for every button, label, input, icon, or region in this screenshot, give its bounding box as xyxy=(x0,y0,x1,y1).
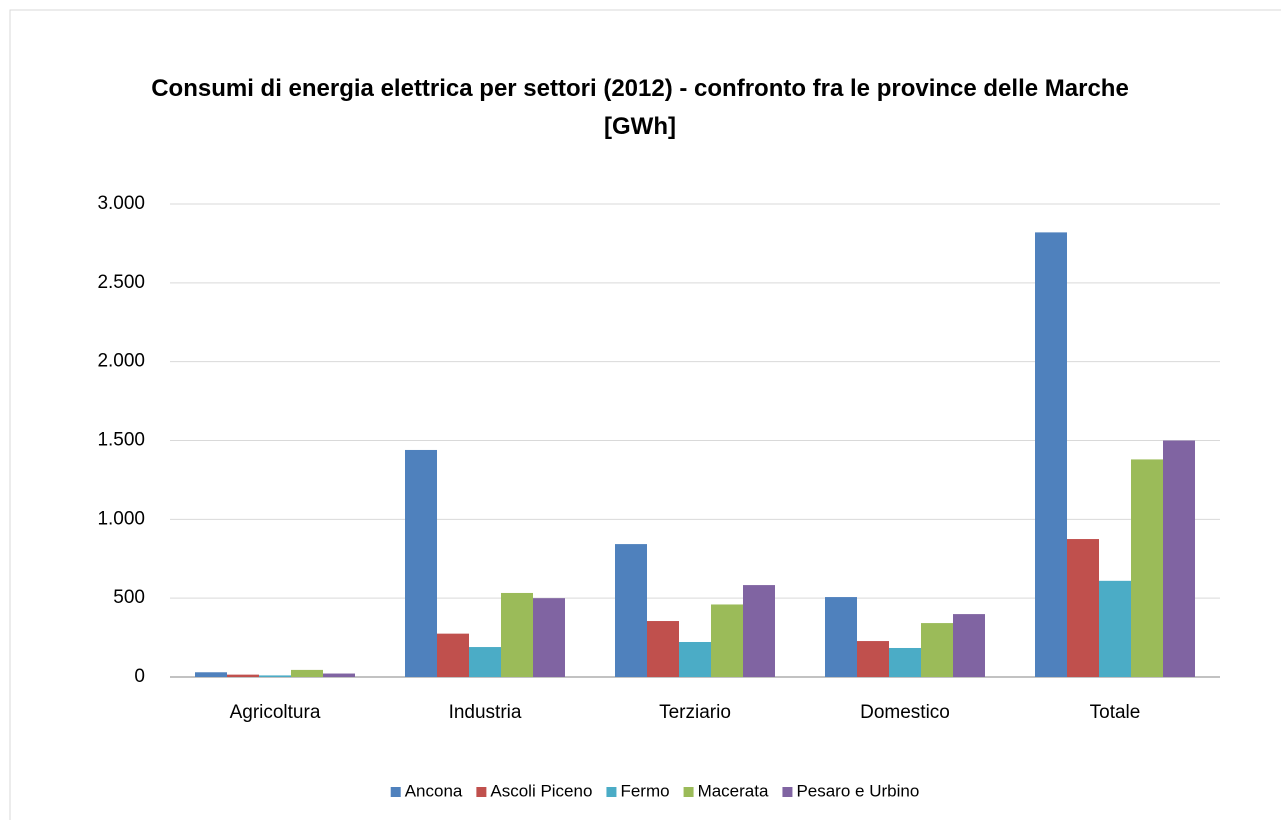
bar xyxy=(679,641,711,677)
bar xyxy=(1067,539,1099,677)
chart-title: Consumi di energia elettrica per settori… xyxy=(151,75,1129,140)
x-tick-label: Domestico xyxy=(860,702,950,723)
y-tick-label: 2.000 xyxy=(97,351,145,372)
bar xyxy=(825,597,857,677)
bar xyxy=(437,633,469,677)
x-tick-label: Industria xyxy=(449,702,522,723)
bar xyxy=(259,675,291,677)
bar xyxy=(405,449,437,677)
bar xyxy=(1163,440,1195,677)
legend-swatch xyxy=(390,787,401,797)
bar xyxy=(857,641,889,677)
y-tick-label: 3.000 xyxy=(97,193,145,214)
bar xyxy=(743,585,775,677)
bar xyxy=(889,647,921,677)
legend-swatch xyxy=(476,787,487,797)
x-tick-label: Agricoltura xyxy=(230,702,321,723)
bar xyxy=(953,614,985,677)
bar xyxy=(615,544,647,677)
bar xyxy=(323,673,355,677)
bar xyxy=(711,604,743,677)
legend-label: Ancona xyxy=(405,781,463,800)
chart-border xyxy=(9,9,1281,820)
bar xyxy=(501,592,533,677)
bar xyxy=(227,674,259,677)
y-tick-label: 0 xyxy=(134,666,145,687)
legend-swatch xyxy=(782,787,793,797)
legend-label: Macerata xyxy=(698,781,769,800)
x-tick-label: Terziario xyxy=(659,702,731,723)
bar xyxy=(1099,580,1131,677)
bar xyxy=(469,647,501,677)
bar xyxy=(921,623,953,677)
y-tick-label: 1.000 xyxy=(97,508,145,529)
legend-label: Pesaro e Urbino xyxy=(796,781,919,800)
y-tick-label: 1.500 xyxy=(97,430,145,451)
legend-swatch xyxy=(606,787,617,797)
legend-label: Fermo xyxy=(620,781,669,800)
legend-label: Ascoli Piceno xyxy=(490,781,592,800)
bar xyxy=(533,598,565,677)
bar xyxy=(1035,232,1067,677)
x-tick-label: Totale xyxy=(1090,702,1141,723)
legend-swatch xyxy=(683,787,694,797)
bar xyxy=(1131,459,1163,677)
bar xyxy=(291,669,323,677)
bar xyxy=(195,672,227,677)
y-tick-label: 500 xyxy=(113,587,145,608)
bar xyxy=(647,621,679,677)
y-tick-label: 2.500 xyxy=(97,272,145,293)
